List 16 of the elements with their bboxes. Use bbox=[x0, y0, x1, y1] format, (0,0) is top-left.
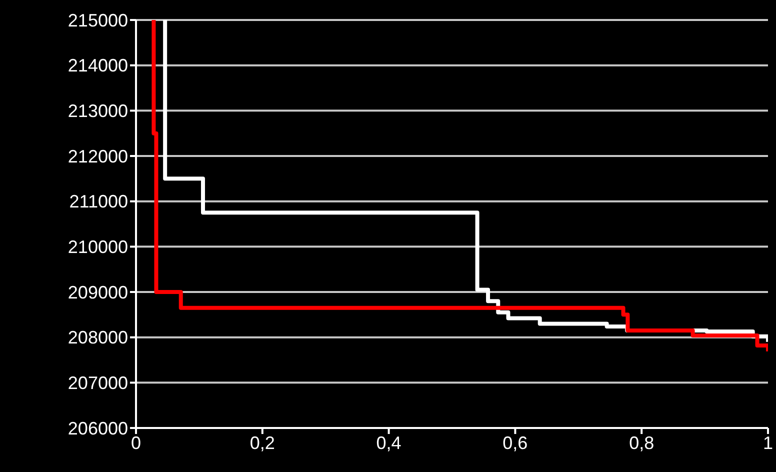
x-tick-label: 0,4 bbox=[376, 432, 402, 453]
y-tick-label: 215000 bbox=[68, 10, 128, 30]
y-tick-label: 207000 bbox=[68, 373, 128, 394]
x-tick-label: 1 bbox=[762, 432, 774, 453]
x-tick-label: 0,2 bbox=[250, 432, 275, 453]
y-tick-label: 214000 bbox=[68, 56, 128, 76]
x-tick-label: 0 bbox=[130, 432, 142, 453]
y-tick-label: 210000 bbox=[68, 237, 128, 258]
x-tick-label: 0,8 bbox=[629, 432, 654, 453]
y-tick-label: 206000 bbox=[68, 418, 128, 438]
y-tick-label: 212000 bbox=[68, 146, 128, 166]
y-tick-label: 213000 bbox=[68, 101, 128, 122]
y-tick-label: 208000 bbox=[68, 328, 128, 348]
y-tick-label: 211000 bbox=[69, 192, 128, 212]
y-tick-label: 209000 bbox=[68, 282, 128, 302]
x-tick-label: 0,6 bbox=[502, 432, 528, 453]
